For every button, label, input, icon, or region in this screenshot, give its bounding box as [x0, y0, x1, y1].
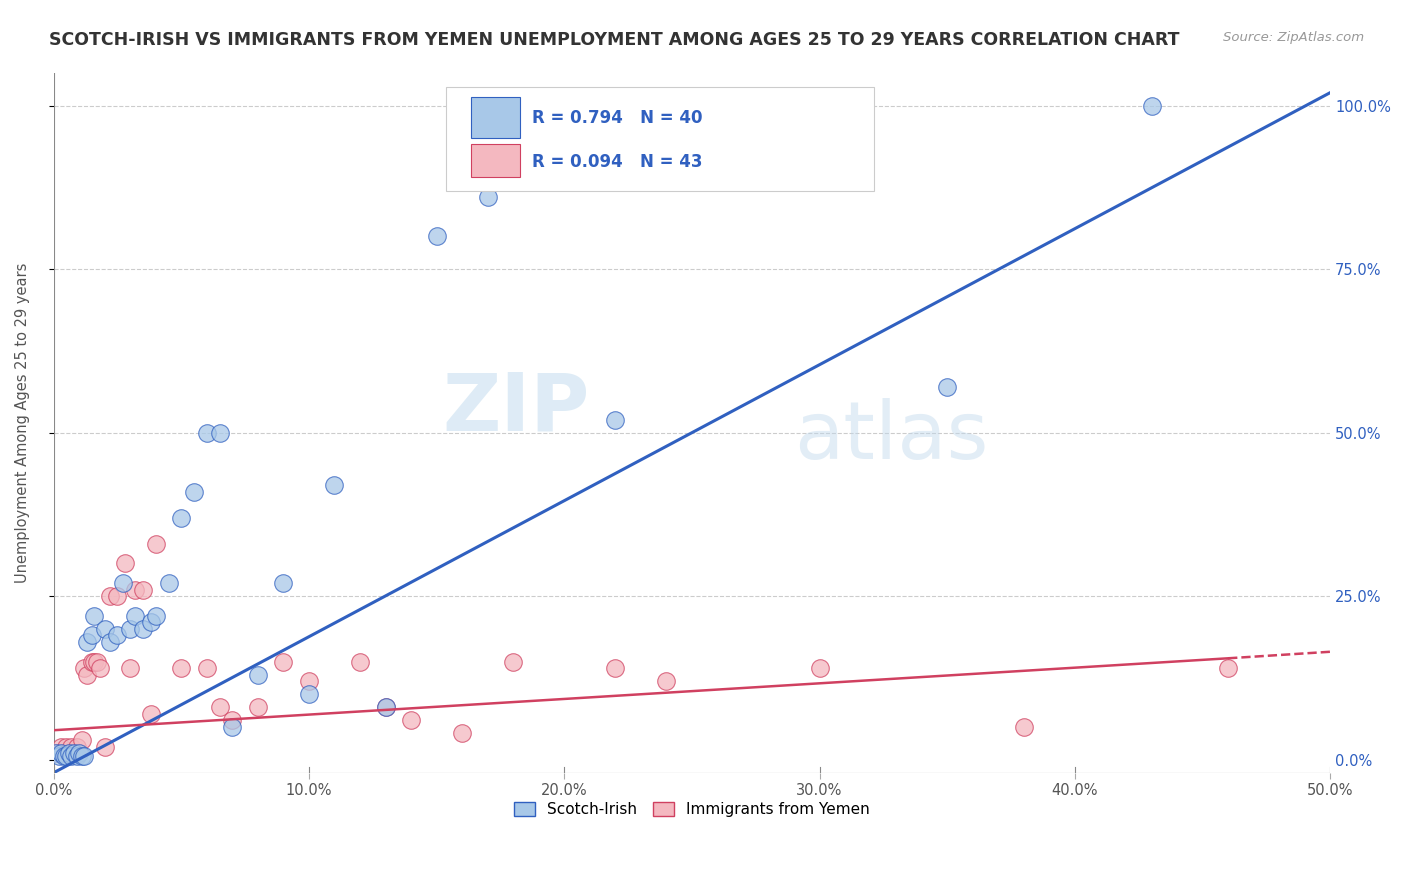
Point: [195, 425, 218, 440]
Point: [124, 608, 146, 623]
Point: [120, 661, 142, 675]
Point: [124, 582, 146, 597]
Point: [65, 749, 87, 764]
Point: [221, 714, 243, 728]
Point: [98, 589, 121, 603]
Point: [1216, 661, 1239, 675]
Point: [76, 667, 98, 681]
Point: [145, 537, 167, 551]
Point: [183, 484, 205, 499]
Text: SCOTCH-IRISH VS IMMIGRANTS FROM YEMEN UNEMPLOYMENT AMONG AGES 25 TO 29 YEARS COR: SCOTCH-IRISH VS IMMIGRANTS FROM YEMEN UN…: [49, 31, 1180, 49]
FancyBboxPatch shape: [446, 87, 875, 191]
Bar: [471, 97, 520, 138]
Circle shape: [478, 108, 513, 128]
Point: [605, 412, 627, 426]
Point: [58, 746, 80, 760]
Point: [93, 622, 115, 636]
Point: [145, 608, 167, 623]
Point: [55, 739, 77, 754]
Point: [73, 661, 96, 675]
Point: [605, 661, 627, 675]
Point: [80, 628, 103, 642]
Point: [374, 700, 396, 714]
Point: [170, 510, 193, 524]
Point: [60, 749, 83, 764]
Point: [451, 726, 474, 740]
Point: [52, 749, 75, 764]
Point: [349, 655, 371, 669]
Point: [273, 576, 295, 591]
Point: [246, 667, 269, 681]
Point: [111, 576, 134, 591]
Point: [45, 746, 67, 760]
Point: [76, 635, 98, 649]
Point: [51, 739, 73, 754]
Point: [48, 746, 70, 760]
Point: [157, 576, 180, 591]
Point: [73, 749, 96, 764]
Point: [45, 746, 67, 760]
Point: [399, 714, 422, 728]
Point: [208, 425, 231, 440]
Point: [107, 628, 129, 642]
Point: [86, 655, 108, 669]
Point: [1012, 720, 1035, 734]
Point: [93, 739, 115, 754]
Point: [98, 635, 121, 649]
Point: [132, 622, 155, 636]
Point: [132, 582, 155, 597]
Point: [208, 700, 231, 714]
Point: [298, 687, 321, 701]
Point: [65, 739, 87, 754]
Point: [323, 478, 346, 492]
Point: [221, 720, 243, 734]
Point: [139, 615, 162, 630]
Point: [195, 661, 218, 675]
Point: [70, 749, 93, 764]
Point: [426, 229, 449, 244]
Point: [655, 674, 678, 689]
Text: atlas: atlas: [794, 398, 988, 475]
Point: [58, 746, 80, 760]
Text: R = 0.094   N = 43: R = 0.094 N = 43: [533, 153, 703, 171]
Point: [48, 749, 70, 764]
Point: [1140, 98, 1163, 112]
Point: [67, 746, 90, 760]
Point: [63, 746, 86, 760]
Point: [114, 557, 136, 571]
Point: [70, 733, 93, 747]
Text: Source: ZipAtlas.com: Source: ZipAtlas.com: [1223, 31, 1364, 45]
Point: [60, 739, 83, 754]
Text: R = 0.794   N = 40: R = 0.794 N = 40: [533, 109, 703, 127]
Point: [67, 746, 90, 760]
Point: [83, 608, 105, 623]
Point: [55, 749, 77, 764]
Point: [374, 700, 396, 714]
Text: ZIP: ZIP: [443, 370, 589, 448]
Point: [139, 706, 162, 721]
Point: [502, 655, 524, 669]
Point: [246, 700, 269, 714]
Bar: [471, 144, 520, 178]
Point: [936, 380, 959, 394]
Point: [170, 661, 193, 675]
Point: [89, 661, 111, 675]
Point: [120, 622, 142, 636]
Point: [477, 190, 499, 204]
Point: [107, 589, 129, 603]
Point: [51, 746, 73, 760]
Point: [63, 746, 86, 760]
Point: [52, 746, 75, 760]
Point: [80, 655, 103, 669]
Point: [273, 655, 295, 669]
Legend: Scotch-Irish, Immigrants from Yemen: Scotch-Irish, Immigrants from Yemen: [506, 794, 877, 824]
Point: [83, 655, 105, 669]
Y-axis label: Unemployment Among Ages 25 to 29 years: Unemployment Among Ages 25 to 29 years: [15, 262, 30, 583]
Point: [298, 674, 321, 689]
Point: [808, 661, 831, 675]
